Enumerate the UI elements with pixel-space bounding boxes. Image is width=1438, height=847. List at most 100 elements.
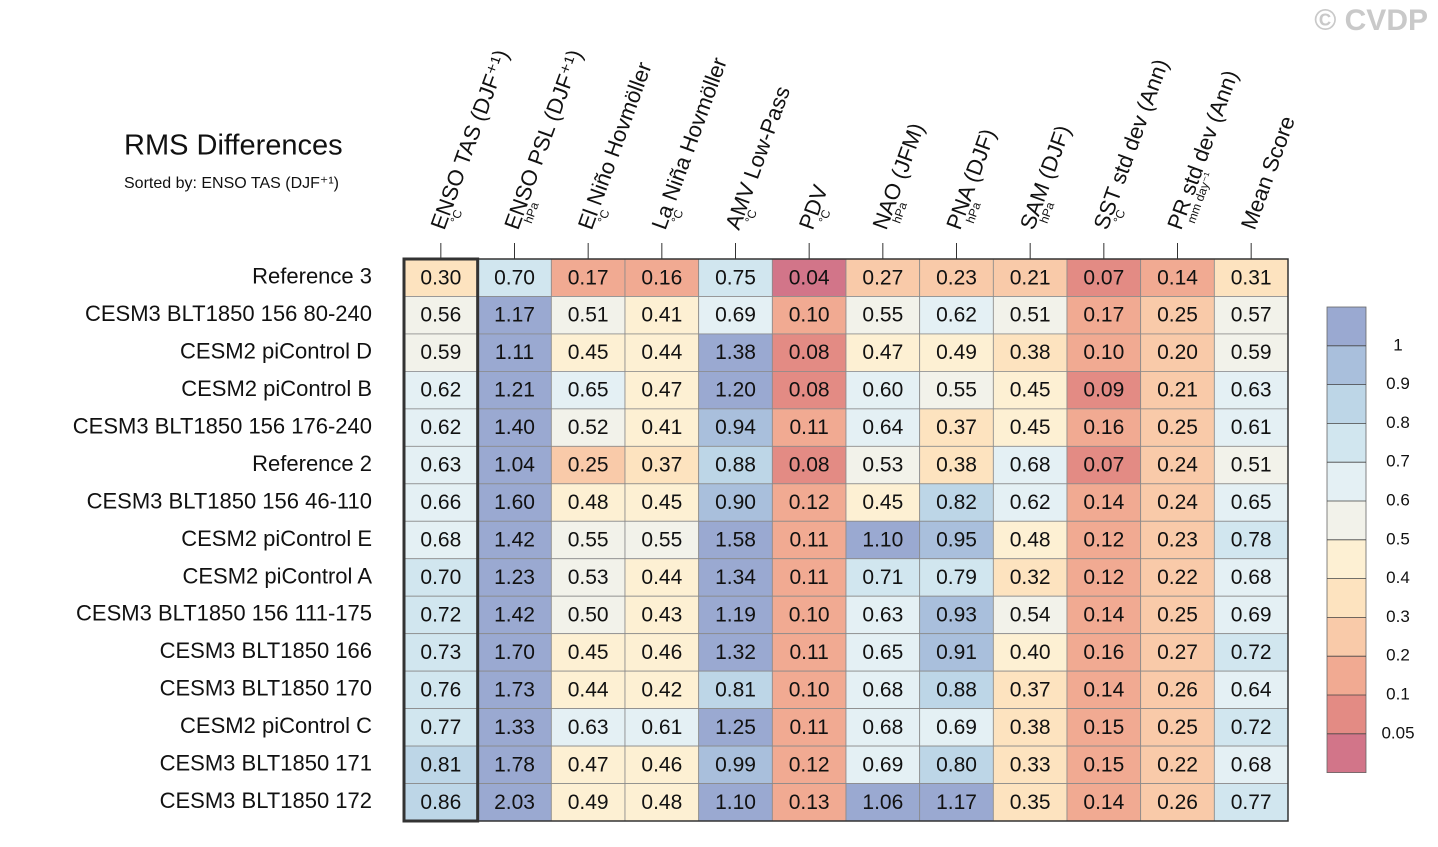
cell xyxy=(919,258,994,297)
cell-label: 0.54 xyxy=(1010,603,1051,626)
cell-label: 0.86 xyxy=(420,791,461,814)
cell-label: 0.15 xyxy=(1083,716,1124,739)
colorbar-box xyxy=(1327,578,1366,618)
watermark: © CVDP xyxy=(1314,4,1428,37)
colorbar-label: 1 xyxy=(1393,335,1402,354)
cell-label: 0.25 xyxy=(568,454,609,477)
colorbar-box xyxy=(1327,384,1366,424)
cell-label: 0.61 xyxy=(641,716,682,739)
cell xyxy=(1140,370,1215,410)
cell-label: 0.46 xyxy=(641,753,682,776)
colorbar-label: 0.05 xyxy=(1381,723,1414,742)
cell-label: 0.26 xyxy=(1157,791,1198,814)
cell xyxy=(624,296,700,335)
cell xyxy=(477,408,552,447)
cell-label: 0.41 xyxy=(641,304,682,327)
cell xyxy=(1066,783,1142,822)
cell xyxy=(477,558,552,597)
cell xyxy=(1213,445,1289,485)
cell xyxy=(550,520,626,560)
cell-label: 0.11 xyxy=(790,529,829,552)
cell-label: 0.71 xyxy=(862,566,903,589)
cell-label: 0.47 xyxy=(641,379,682,402)
cell xyxy=(845,296,921,335)
cell-label: 1.10 xyxy=(715,791,756,814)
column-label: El Niño Hovmöller xyxy=(573,59,657,233)
row-label: CESM3 BLT1850 172 xyxy=(160,788,372,813)
cell xyxy=(1066,708,1142,747)
cell-label: 0.47 xyxy=(568,753,609,776)
cell-label: 0.57 xyxy=(1231,304,1272,327)
cell-label: 2.03 xyxy=(494,791,535,814)
cell-label: 0.37 xyxy=(936,416,977,439)
cell xyxy=(403,633,479,672)
row-label: CESM2 piControl B xyxy=(181,376,372,401)
cell xyxy=(771,296,847,335)
cell xyxy=(992,783,1068,822)
cell-label: 0.42 xyxy=(641,678,682,701)
cell-label: 0.10 xyxy=(1083,341,1124,364)
cell-label: 0.32 xyxy=(1010,566,1051,589)
cell-label: 0.45 xyxy=(862,491,903,514)
cell-label: 0.62 xyxy=(1010,491,1051,514)
cell xyxy=(698,408,773,447)
colorbar-box xyxy=(1327,307,1366,346)
cell xyxy=(845,595,921,635)
cell-label: 0.24 xyxy=(1157,491,1198,514)
cell-label: 0.16 xyxy=(1083,641,1124,664)
cell-label: 0.14 xyxy=(1083,678,1124,701)
cell xyxy=(845,783,921,822)
cell-label: 0.88 xyxy=(715,454,756,477)
column-unit: hPa xyxy=(521,200,542,225)
cell xyxy=(403,708,479,747)
cell-label: 0.94 xyxy=(715,416,756,439)
cell xyxy=(1213,595,1289,635)
cell-label: 0.14 xyxy=(1083,491,1124,514)
cell xyxy=(919,783,994,822)
colorbar-box xyxy=(1327,539,1366,579)
cell xyxy=(624,483,700,522)
cell-label: 0.31 xyxy=(1231,266,1272,289)
cell xyxy=(477,708,552,747)
cell-label: 0.49 xyxy=(568,791,609,814)
cell-label: 0.88 xyxy=(936,678,977,701)
colorbar-label: 0.5 xyxy=(1386,529,1410,548)
cell-label: 0.14 xyxy=(1083,791,1124,814)
cell-label: 0.62 xyxy=(420,379,461,402)
cell xyxy=(992,296,1068,335)
cell-label: 0.93 xyxy=(936,603,977,626)
cell-label: 1.23 xyxy=(494,566,535,589)
cell-label: 0.33 xyxy=(1010,753,1051,776)
cell-label: 0.21 xyxy=(1157,379,1198,402)
cell-label: 0.59 xyxy=(1231,341,1272,364)
cell-label: 1.17 xyxy=(936,791,977,814)
colorbar-box xyxy=(1327,617,1366,657)
cell-label: 0.75 xyxy=(715,266,756,289)
cell-label: 0.07 xyxy=(1083,454,1124,477)
cell-label: 1.04 xyxy=(494,454,535,477)
cell-label: 0.48 xyxy=(1010,529,1051,552)
cell-label: 0.25 xyxy=(1157,603,1198,626)
cell-label: 0.45 xyxy=(641,491,682,514)
cell xyxy=(624,595,700,635)
cell-label: 0.43 xyxy=(641,603,682,626)
cell-label: 0.17 xyxy=(568,266,609,289)
cell-label: 0.17 xyxy=(1083,304,1124,327)
cell-label: 0.95 xyxy=(936,529,977,552)
cell xyxy=(845,370,921,410)
cell xyxy=(771,708,847,747)
colorbar-box xyxy=(1327,733,1366,773)
cell-label: 0.11 xyxy=(790,641,829,664)
cell-label: 0.12 xyxy=(789,753,830,776)
cell-label: 0.81 xyxy=(715,678,756,701)
cell-label: 0.82 xyxy=(936,491,977,514)
row-label: CESM3 BLT1850 170 xyxy=(160,676,372,701)
cell-label: 0.10 xyxy=(789,304,830,327)
cell xyxy=(1213,745,1289,784)
cell xyxy=(1140,520,1215,560)
row-label: CESM3 BLT1850 156 80-240 xyxy=(85,301,372,326)
cell-label: 0.07 xyxy=(1083,266,1124,289)
cell xyxy=(698,783,773,822)
cell xyxy=(1213,558,1289,597)
column-unit: °C xyxy=(668,207,686,225)
